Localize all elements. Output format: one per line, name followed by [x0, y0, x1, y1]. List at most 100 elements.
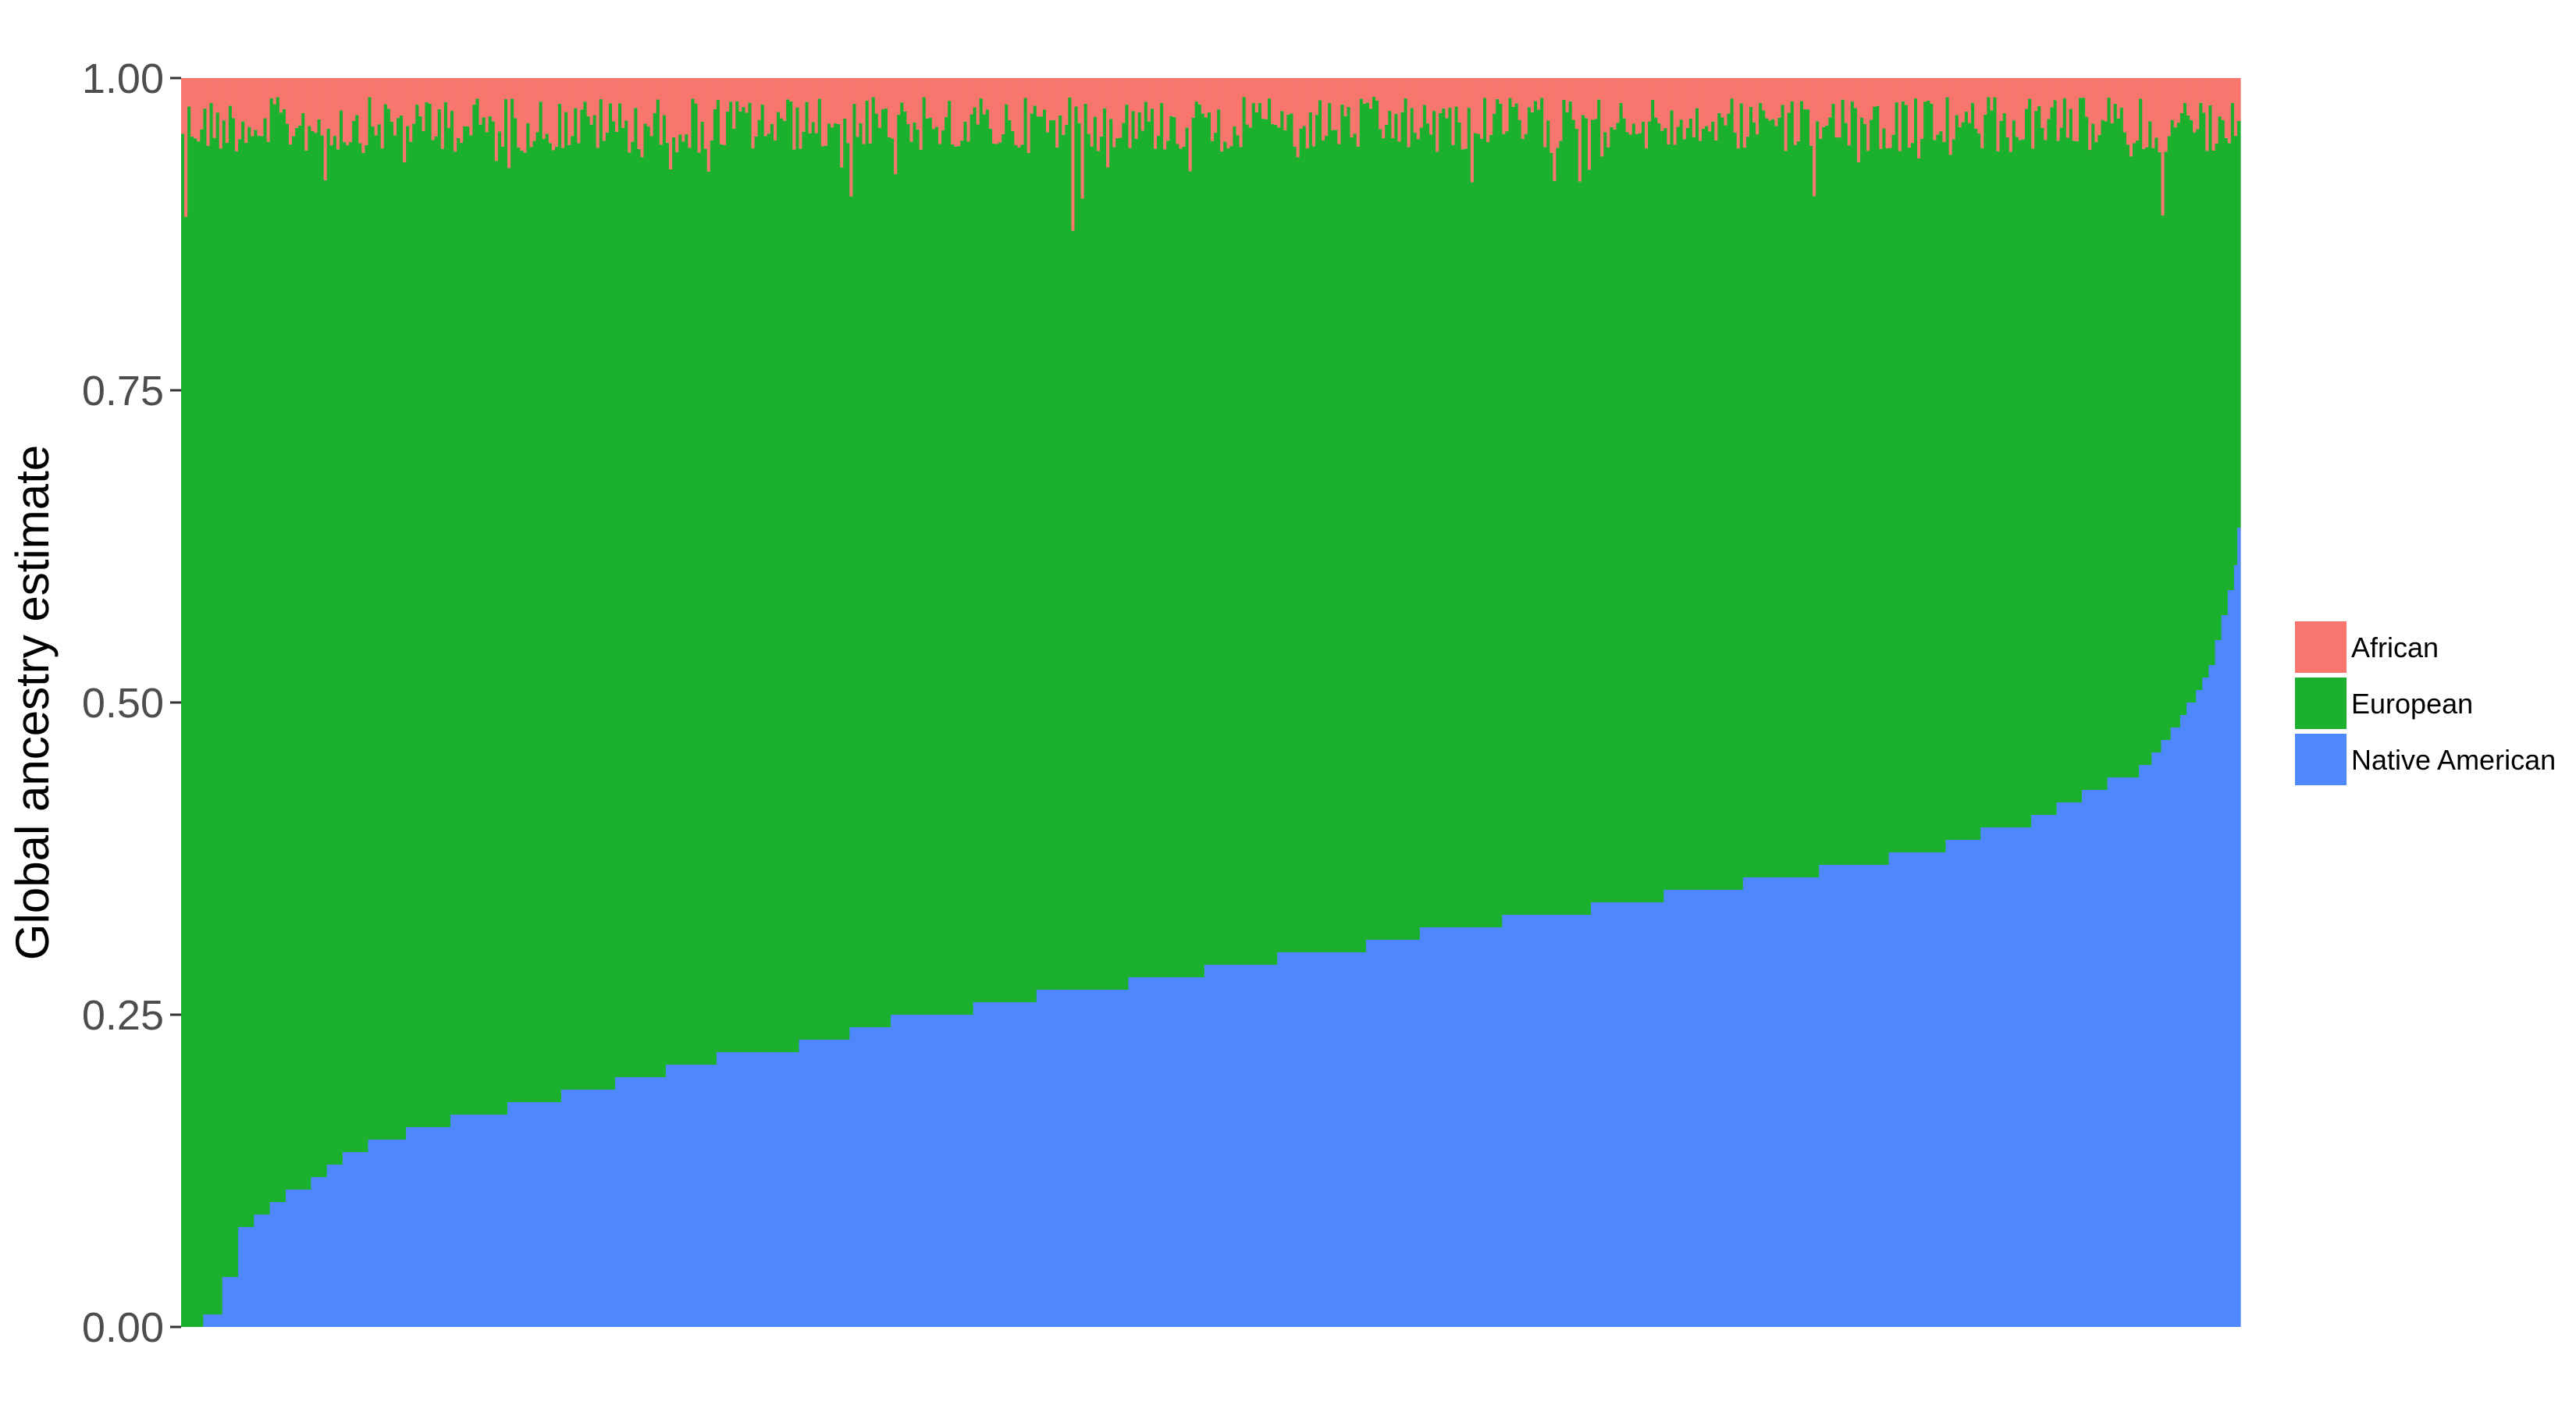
- bar-european: [374, 135, 379, 1140]
- bar-african: [1508, 78, 1513, 98]
- bar-native-american: [1204, 965, 1208, 1327]
- bar-native-american: [906, 1015, 911, 1327]
- bar-native-american: [877, 1027, 882, 1327]
- bar-european: [751, 148, 756, 1052]
- bar-african: [1844, 78, 1848, 123]
- bar-european: [288, 144, 293, 1190]
- bar-european: [279, 112, 283, 1202]
- bar-african: [1856, 78, 1861, 162]
- bar-african: [2202, 78, 2206, 113]
- bar-native-american: [1106, 990, 1110, 1327]
- bar-native-american: [1483, 927, 1487, 1327]
- bar-native-american: [1457, 927, 1462, 1327]
- bar-african: [1017, 78, 1022, 148]
- bar-african: [497, 78, 502, 132]
- bar-native-american: [865, 1027, 870, 1327]
- bar-african: [681, 78, 685, 142]
- bar-native-american: [263, 1215, 268, 1327]
- bar-native-american: [1920, 852, 1924, 1327]
- bar-native-american: [789, 1052, 793, 1327]
- bar-native-american: [881, 1027, 885, 1327]
- bar-african: [748, 78, 753, 103]
- bar-native-american: [884, 1027, 888, 1327]
- bar-african: [1429, 78, 1433, 135]
- bar-native-american: [1657, 902, 1661, 1327]
- bar-native-american: [1489, 927, 1493, 1327]
- bar-european: [1736, 148, 1741, 891]
- bar-native-american: [1816, 877, 1820, 1327]
- bar-african: [1400, 78, 1405, 112]
- bar-native-american: [454, 1115, 457, 1327]
- bar-european: [2211, 150, 2216, 665]
- bar-native-american: [945, 1015, 948, 1327]
- bar-african: [1562, 78, 1567, 100]
- bar-european: [1831, 103, 1836, 866]
- bar-native-american: [703, 1065, 708, 1327]
- bar-native-american: [1502, 915, 1507, 1327]
- bar-european: [1917, 158, 1921, 853]
- bar-african: [957, 78, 961, 147]
- bar-african: [751, 78, 756, 148]
- bar-native-american: [745, 1052, 749, 1327]
- bar-european: [1537, 109, 1541, 916]
- bar-european: [412, 123, 416, 1128]
- bar-european: [602, 140, 607, 1090]
- bar-native-american: [1511, 915, 1516, 1327]
- bar-african: [703, 78, 708, 149]
- bar-european: [1816, 121, 1820, 877]
- bar-native-american: [1169, 977, 1173, 1327]
- bar-native-american: [988, 1002, 993, 1327]
- bar-european: [1550, 152, 1553, 916]
- bar-european: [428, 103, 432, 1127]
- bar-european: [1759, 102, 1763, 877]
- bar-native-american: [2119, 777, 2124, 1327]
- bar-african: [1153, 78, 1158, 149]
- bar-european: [1631, 123, 1636, 902]
- bar-native-american: [1603, 902, 1607, 1327]
- bar-african: [1302, 78, 1307, 126]
- bar-native-american: [1448, 927, 1453, 1327]
- bar-african: [1119, 78, 1123, 138]
- bar-native-american: [1673, 890, 1678, 1327]
- bar-african: [272, 78, 277, 105]
- bar-native-american: [1337, 952, 1341, 1327]
- bar-native-american: [1685, 890, 1690, 1327]
- bar-native-american: [1233, 965, 1237, 1327]
- bar-european: [545, 133, 550, 1102]
- bar-native-american: [1898, 852, 1902, 1327]
- bar-african: [1511, 78, 1516, 107]
- bar-native-american: [1251, 965, 1256, 1327]
- bar-native-american: [1128, 977, 1133, 1327]
- bar-native-american: [479, 1115, 483, 1327]
- bar-european: [200, 129, 205, 1328]
- bar-european: [1514, 103, 1519, 915]
- bar-european: [1619, 102, 1624, 902]
- bar-european: [2116, 118, 2121, 777]
- bar-european: [206, 145, 211, 1315]
- bar-african: [190, 78, 194, 137]
- bar-african: [1493, 78, 1496, 114]
- bar-native-american: [957, 1015, 961, 1327]
- bar-native-american: [209, 1314, 214, 1327]
- bar-native-american: [1299, 952, 1304, 1327]
- bar-african: [1759, 78, 1763, 103]
- bar-european: [1591, 119, 1595, 902]
- bar-african: [891, 78, 895, 139]
- bar-african: [1242, 78, 1247, 98]
- bar-african: [1685, 78, 1690, 128]
- bar-european: [1410, 108, 1414, 940]
- bar-african: [393, 78, 397, 136]
- bar-native-american: [583, 1090, 588, 1327]
- bar-native-american: [1157, 977, 1161, 1327]
- bar-african: [2091, 78, 2095, 124]
- bar-native-american: [675, 1065, 679, 1327]
- bar-european: [2075, 140, 2080, 802]
- bar-european: [1645, 148, 1649, 903]
- bar-african: [1388, 78, 1392, 111]
- bar-african: [317, 78, 322, 119]
- bar-european: [2215, 144, 2219, 641]
- bar-african: [1907, 78, 1912, 148]
- bar-native-american: [2088, 790, 2092, 1327]
- bar-european: [2183, 102, 2187, 715]
